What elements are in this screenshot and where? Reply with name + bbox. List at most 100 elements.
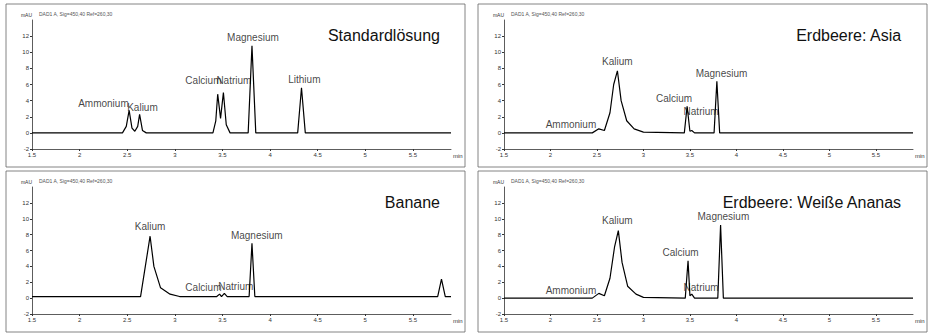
svg-text:4: 4	[26, 98, 30, 104]
svg-text:Ammonium: Ammonium	[78, 98, 129, 109]
svg-text:3.5: 3.5	[218, 317, 227, 323]
svg-text:4.5: 4.5	[314, 152, 323, 158]
svg-text:0: 0	[26, 295, 30, 301]
svg-text:Banane: Banane	[385, 194, 440, 211]
svg-text:12: 12	[494, 200, 501, 206]
svg-text:5: 5	[364, 317, 368, 323]
svg-text:2.5: 2.5	[593, 152, 602, 158]
svg-text:5.5: 5.5	[409, 152, 418, 158]
svg-text:5: 5	[364, 152, 368, 158]
svg-text:2: 2	[26, 114, 30, 120]
svg-text:4: 4	[268, 152, 272, 158]
svg-text:Erdbeere: Weiße Ananas: Erdbeere: Weiße Ananas	[723, 194, 901, 211]
svg-text:8: 8	[26, 65, 30, 71]
svg-text:8: 8	[498, 65, 502, 71]
svg-text:2.5: 2.5	[593, 317, 602, 323]
svg-text:2: 2	[26, 279, 30, 285]
svg-text:DAD1 A, Sig=450,40 Ref=260,30: DAD1 A, Sig=450,40 Ref=260,30	[39, 11, 113, 17]
svg-text:12: 12	[22, 33, 29, 39]
svg-text:4.5: 4.5	[779, 152, 788, 158]
svg-text:10: 10	[494, 216, 501, 222]
svg-text:mAU: mAU	[21, 179, 33, 185]
svg-text:4.5: 4.5	[779, 317, 788, 323]
svg-text:2: 2	[549, 317, 553, 323]
svg-text:Kalium: Kalium	[602, 215, 633, 226]
svg-text:3: 3	[642, 317, 646, 323]
svg-text:min: min	[915, 318, 925, 324]
svg-text:5: 5	[828, 152, 832, 158]
svg-text:3.5: 3.5	[686, 317, 695, 323]
svg-text:Magnesium: Magnesium	[231, 230, 283, 241]
svg-text:Magnesium: Magnesium	[698, 211, 750, 222]
svg-text:Magnesium: Magnesium	[227, 32, 279, 43]
svg-text:0: 0	[26, 130, 30, 136]
svg-text:mAU: mAU	[493, 12, 505, 18]
svg-text:6: 6	[498, 248, 502, 254]
svg-text:5: 5	[828, 317, 832, 323]
svg-text:10: 10	[22, 216, 29, 222]
svg-text:4: 4	[498, 263, 502, 269]
svg-text:12: 12	[22, 200, 29, 206]
svg-text:8: 8	[26, 232, 30, 238]
svg-text:3.5: 3.5	[218, 152, 227, 158]
svg-text:4.5: 4.5	[314, 317, 323, 323]
svg-text:1.5: 1.5	[28, 152, 37, 158]
svg-text:3: 3	[173, 317, 177, 323]
svg-text:DAD1 A, Sig=450,40 Ref=260,30: DAD1 A, Sig=450,40 Ref=260,30	[511, 178, 585, 184]
svg-text:4: 4	[735, 152, 739, 158]
svg-text:Kalium: Kalium	[127, 102, 158, 113]
svg-text:mAU: mAU	[21, 12, 33, 18]
svg-text:min: min	[453, 153, 463, 159]
svg-text:2.5: 2.5	[123, 152, 132, 158]
svg-text:2: 2	[78, 152, 82, 158]
svg-text:Calcium: Calcium	[663, 247, 699, 258]
svg-text:Natrium: Natrium	[684, 106, 719, 117]
svg-text:4: 4	[735, 317, 739, 323]
svg-text:5.5: 5.5	[872, 317, 881, 323]
svg-text:1.5: 1.5	[28, 317, 37, 323]
svg-text:10: 10	[494, 49, 501, 55]
svg-text:3: 3	[642, 152, 646, 158]
svg-text:Ammonium: Ammonium	[546, 285, 597, 296]
svg-text:Lithium: Lithium	[288, 74, 320, 85]
svg-text:mAU: mAU	[493, 179, 505, 185]
svg-text:3: 3	[173, 152, 177, 158]
svg-text:Kalium: Kalium	[602, 56, 633, 67]
svg-text:4: 4	[268, 317, 272, 323]
svg-text:Erdbeere: Asia: Erdbeere: Asia	[796, 27, 901, 44]
svg-text:0: 0	[498, 295, 502, 301]
svg-text:Magnesium: Magnesium	[696, 68, 748, 79]
svg-text:6: 6	[26, 248, 30, 254]
svg-text:12: 12	[494, 33, 501, 39]
svg-text:Natrium: Natrium	[683, 282, 719, 294]
svg-text:3.5: 3.5	[686, 152, 695, 158]
svg-text:min: min	[453, 318, 463, 324]
svg-text:Calcium: Calcium	[656, 93, 692, 104]
svg-text:5.5: 5.5	[409, 317, 418, 323]
svg-text:Ammonium: Ammonium	[546, 119, 597, 130]
svg-text:2: 2	[498, 279, 502, 285]
svg-text:DAD1 A, Sig=450,40 Ref=260,30: DAD1 A, Sig=450,40 Ref=260,30	[39, 178, 113, 184]
svg-text:4: 4	[26, 263, 30, 269]
svg-text:1.5: 1.5	[500, 317, 509, 323]
svg-text:DAD1 A, Sig=450,40 Ref=260,30: DAD1 A, Sig=450,40 Ref=260,30	[511, 11, 585, 17]
svg-text:6: 6	[498, 82, 502, 88]
svg-text:6: 6	[26, 82, 30, 88]
svg-text:8: 8	[498, 232, 502, 238]
svg-text:2: 2	[78, 317, 82, 323]
svg-text:4: 4	[498, 98, 502, 104]
svg-text:1.5: 1.5	[500, 152, 509, 158]
svg-text:Standardlösung: Standardlösung	[328, 27, 440, 44]
svg-text:2: 2	[498, 114, 502, 120]
svg-text:Calcium: Calcium	[185, 75, 222, 86]
svg-text:10: 10	[22, 49, 29, 55]
svg-text:2.5: 2.5	[123, 317, 132, 323]
svg-text:2: 2	[549, 152, 553, 158]
svg-text:Calcium: Calcium	[185, 282, 221, 293]
svg-text:5.5: 5.5	[872, 152, 881, 158]
svg-text:Kalium: Kalium	[135, 221, 166, 232]
svg-text:0: 0	[498, 130, 502, 136]
svg-text:min: min	[915, 153, 925, 159]
svg-text:Natrium: Natrium	[216, 75, 251, 86]
svg-text:Natrium: Natrium	[218, 281, 253, 292]
